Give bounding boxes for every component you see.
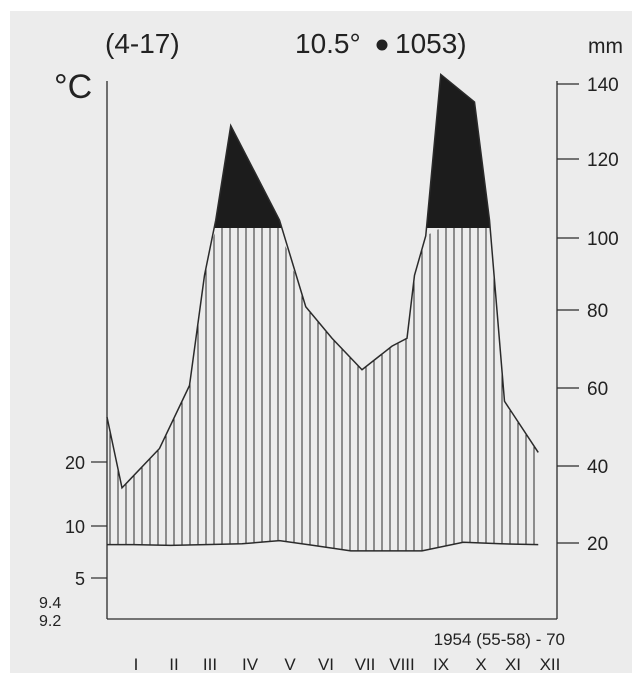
temp-tick-label-10: 10	[65, 517, 85, 537]
precip-tick-label-60: 60	[587, 379, 608, 400]
month-label-IX: IX	[433, 655, 449, 673]
precip-tick-label-120: 120	[587, 150, 619, 171]
month-label-X: X	[475, 655, 486, 673]
month-label-VIII: VIII	[389, 655, 415, 673]
axes	[106, 81, 558, 620]
precipitation-unit-label: mm	[588, 35, 623, 58]
temperature-extra-label-1: 9.4	[39, 595, 61, 612]
month-label-V: V	[284, 655, 296, 673]
month-label-II: II	[169, 655, 178, 673]
period-years-label: (4-17)	[105, 28, 180, 59]
separator-dot	[376, 39, 388, 51]
month-label-VI: VI	[318, 655, 334, 673]
precip-tick-label-20: 20	[587, 534, 608, 555]
month-label-IV: IV	[242, 655, 259, 673]
humid-period-hatching	[107, 228, 539, 551]
month-label-XII: XII	[540, 655, 561, 673]
mean-temperature-label: 10.5°	[295, 28, 361, 59]
hatched-area	[107, 228, 539, 551]
surplus-area-2	[426, 74, 491, 228]
curves	[106, 72, 539, 552]
temperature-extra-label-2: 9.2	[39, 613, 61, 630]
precip-tick-label-80: 80	[587, 301, 608, 322]
surplus-area-1	[214, 125, 282, 228]
temperature-unit-label: °C	[54, 68, 92, 106]
temp-tick-label-5: 5	[75, 569, 85, 589]
month-label-XI: XI	[505, 655, 521, 673]
precip-tick-label-40: 40	[587, 457, 608, 478]
annual-precipitation-label: 1053)	[395, 28, 467, 59]
precip-tick-label-100: 100	[587, 229, 619, 250]
month-label-VII: VII	[355, 655, 376, 673]
temperature-curve	[107, 539, 539, 552]
precipitation-axis: 20 40 60 80 100 120 140	[557, 75, 619, 555]
temperature-axis: 5 10 20	[65, 453, 107, 589]
precipitation-surplus	[214, 74, 491, 228]
observation-years-label: 1954 (55-58) - 70	[434, 630, 565, 649]
chart-frame: 5 10 20 20 40 60 80 100 120 140 I II III IV V VI VII VI…	[10, 11, 632, 673]
temp-tick-label-20: 20	[65, 453, 85, 473]
month-labels: I II III IV V VI VII VIII IX X XI XII	[134, 655, 561, 673]
precipitation-curve	[106, 72, 539, 490]
month-label-I: I	[134, 655, 139, 673]
precip-tick-label-140: 140	[587, 75, 619, 96]
month-label-III: III	[203, 655, 217, 673]
